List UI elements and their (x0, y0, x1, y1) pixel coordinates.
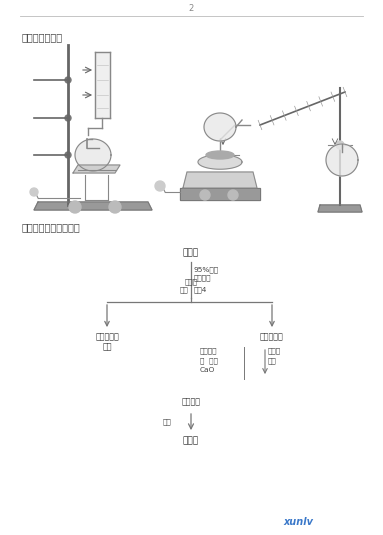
Text: 干燥: 干燥 (162, 419, 171, 425)
Circle shape (336, 141, 344, 149)
Text: 六、实验装置图: 六、实验装置图 (22, 32, 63, 42)
Polygon shape (75, 139, 111, 171)
Text: 七、实验流程示意图：: 七、实验流程示意图： (22, 222, 81, 232)
Circle shape (109, 201, 121, 213)
Text: 95%乙醒: 95%乙醒 (194, 266, 219, 273)
Ellipse shape (206, 151, 234, 159)
Text: 水分: 水分 (268, 357, 277, 364)
Text: 粗提茶叶: 粗提茶叶 (182, 397, 200, 406)
Text: 液液提取后: 液液提取后 (260, 332, 284, 341)
Text: 2: 2 (188, 4, 194, 13)
Polygon shape (198, 155, 242, 169)
Polygon shape (183, 172, 257, 188)
Polygon shape (95, 52, 110, 118)
Circle shape (65, 115, 71, 121)
Circle shape (65, 152, 71, 158)
Text: 茶多酚: 茶多酚 (183, 436, 199, 445)
Polygon shape (73, 165, 120, 173)
Circle shape (200, 190, 210, 200)
Text: xunlv: xunlv (283, 517, 313, 527)
Text: 蒸馏: 蒸馏 (179, 286, 188, 293)
Polygon shape (204, 113, 236, 141)
Circle shape (30, 188, 38, 196)
Text: 浓睃4: 浓睃4 (194, 286, 207, 293)
Polygon shape (326, 144, 358, 176)
Circle shape (65, 77, 71, 83)
Text: 共  加入: 共 加入 (200, 357, 218, 364)
Circle shape (155, 181, 165, 191)
Text: 二苯甲酰: 二苯甲酰 (194, 274, 211, 281)
Circle shape (69, 201, 81, 213)
Polygon shape (318, 205, 362, 212)
Text: 提取茶: 提取茶 (185, 278, 198, 285)
Circle shape (228, 190, 238, 200)
Text: 除千倍: 除千倍 (268, 347, 281, 354)
Text: 茶叶末: 茶叶末 (183, 248, 199, 257)
Text: CaO: CaO (200, 367, 215, 373)
Text: 乙醒溶出液: 乙醒溶出液 (95, 332, 119, 341)
Text: 石柱: 石柱 (102, 342, 112, 351)
Polygon shape (180, 188, 260, 200)
Text: 将三萨先: 将三萨先 (200, 347, 218, 354)
Polygon shape (34, 202, 152, 210)
